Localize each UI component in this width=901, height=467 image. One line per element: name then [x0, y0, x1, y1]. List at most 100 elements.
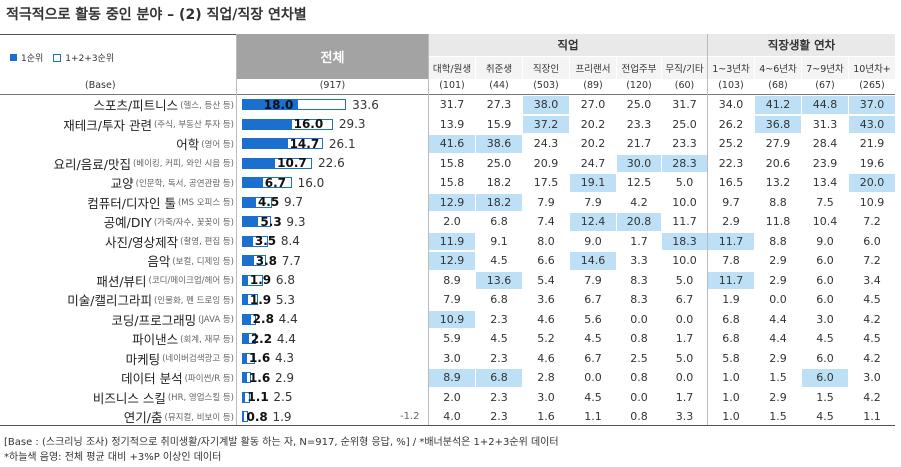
value-first: 1.1 — [247, 390, 269, 405]
table-cell: 8.8 — [769, 234, 787, 248]
table-cell: 30.0 — [617, 154, 661, 172]
bar-first — [242, 294, 248, 305]
table-cell: 4.2 — [863, 312, 881, 326]
base-count-2: (503) — [533, 80, 559, 91]
column-header-2: 직장인 — [523, 57, 569, 79]
table-cell: 6.0 — [816, 293, 834, 307]
row-label-main: 데이터 분석 — [121, 371, 183, 387]
base-count-8: (67) — [815, 80, 835, 91]
table-cell: 13.9 — [439, 117, 465, 131]
table-cell: 5.8 — [722, 351, 740, 365]
table-row: 연기/춤 (뮤지컬, 비보이 등) 0.8 1.9 4.0 2.3 1.6 1.1 0.8 3.3… — [0, 407, 895, 427]
base-rule — [0, 94, 895, 95]
table-cell: 28.3 — [662, 154, 707, 172]
row-label-main: 요리/음료/맛집 — [53, 156, 131, 172]
value-top3: 2.9 — [274, 370, 295, 385]
base-count-3: (89) — [583, 80, 603, 91]
table-cell: 20.6 — [765, 156, 791, 170]
table-cell: 34.0 — [718, 98, 744, 112]
table-cell: 14.6 — [570, 252, 616, 270]
value-top3: 16.0 — [297, 175, 325, 190]
table-row: 미술/캘리그라피 (인물화, 펜 드로잉 등) 1.9 5.3 7.9 6.8 3.6 6.7… — [0, 290, 895, 310]
value-first: 14.7 — [289, 136, 320, 151]
table-cell: 24.3 — [533, 137, 559, 151]
value-top3: 6.8 — [275, 273, 295, 288]
table-cell: 1.5 — [816, 390, 834, 404]
table-cell: 3.0 — [537, 390, 555, 404]
table-cell: 2.3 — [490, 390, 508, 404]
divider-total — [236, 34, 237, 425]
value-first: 1.6 — [248, 370, 271, 385]
table-cell: 2.0 — [443, 215, 461, 229]
column-header-8: 7~9년차 — [802, 57, 848, 79]
row-label-sub: (회계, 재무 등) — [180, 334, 234, 345]
base-count-9: (265) — [859, 80, 885, 91]
table-cell: 24.7 — [580, 156, 606, 170]
table-cell: 18.2 — [476, 193, 522, 211]
table-cell: 0.0 — [675, 312, 694, 326]
value-top3: 29.3 — [338, 117, 366, 132]
table-cell: 3.4 — [863, 273, 881, 287]
footnote-highlight: *하늘색 음영: 전체 평균 대비 +3%P 이상인 데이터 — [4, 452, 222, 463]
table-cell: 0.0 — [769, 293, 787, 307]
table-cell: 4.5 — [863, 332, 881, 346]
bar-first — [242, 372, 247, 383]
table-cell: 11.7 — [672, 215, 697, 229]
table-cell: 1.1 — [584, 410, 602, 424]
table-cell: 4.0 — [443, 410, 461, 424]
table-cell: 6.8 — [476, 369, 522, 387]
base-count-5: (60) — [674, 80, 695, 91]
row-label: 재테크/투자 관련 (주식, 부동산 투자 등) — [63, 115, 234, 135]
table-cell: 15.8 — [439, 156, 465, 170]
footnote-base: [Base : (스크리닝 조사) 정기적으로 취미생활/자기계발 활동 하는 … — [4, 437, 559, 448]
table-cell: 2.3 — [490, 312, 508, 326]
value-first: 0.8 — [246, 409, 268, 424]
table-cell: 3.3 — [630, 254, 648, 268]
table-cell: 7.4 — [537, 215, 555, 229]
table-bottom-rule — [0, 425, 895, 426]
row-label-main: 미술/캘리그라피 — [67, 293, 152, 309]
table-cell: 2.3 — [490, 410, 508, 424]
table-cell: 10.9 — [859, 195, 885, 209]
row-label-main: 스포츠/피트니스 — [93, 98, 179, 114]
table-cell: 11.7 — [708, 232, 754, 250]
table-cell: 41.6 — [429, 135, 475, 153]
row-label-main: 연기/춤 — [123, 410, 163, 426]
row-label-sub: (가죽/자수, 꽃꽂이 등) — [153, 217, 234, 228]
table-cell: 13.6 — [476, 271, 522, 289]
base-count-4: (120) — [626, 80, 652, 91]
value-first: 16.0 — [293, 117, 324, 132]
table-cell: 1.7 — [675, 332, 694, 346]
annotation-note: -1.2 — [400, 411, 420, 423]
table-cell: 38.0 — [523, 96, 569, 114]
table-cell: 7.9 — [584, 273, 602, 287]
table-cell: 9.1 — [490, 234, 508, 248]
table-cell: 6.0 — [816, 351, 834, 365]
table-cell: 16.5 — [718, 176, 744, 190]
table-cell: 4.4 — [769, 312, 787, 326]
base-label: (Base) — [85, 80, 116, 91]
table-cell: 23.3 — [626, 117, 652, 131]
column-header-1: 취준생 — [476, 57, 522, 79]
table-cell: 1.0 — [722, 390, 740, 404]
table-row: 요리/음료/맛집 (베이킹, 커피, 와인 시음 등) 10.7 22.6 15.8 25… — [0, 154, 895, 174]
column-header-5: 무직/기타 — [662, 57, 707, 79]
table-row: 스포츠/피트니스 (헬스, 등산 등) 18.0 33.6 31.7 27.3 38.0 27… — [0, 95, 895, 115]
row-label: 교양 (인문학, 독서, 공연관람 등) — [111, 173, 234, 193]
table-cell: 11.7 — [708, 271, 754, 289]
column-header-9: 10년차+ — [849, 57, 895, 79]
table-cell: 3.3 — [675, 410, 694, 424]
row-label-main: 마케팅 — [125, 351, 161, 367]
table-cell: 8.8 — [769, 195, 787, 209]
row-label-main: 비즈니스 스킬 — [92, 390, 166, 406]
row-label-sub: (헬스, 등산 등) — [180, 100, 234, 111]
page-title: 적극적으로 활동 중인 분야 – (2) 직업/직장 연차별 — [6, 7, 307, 23]
table-cell: 7.9 — [584, 195, 602, 209]
table-cell: 28.4 — [812, 137, 838, 151]
row-label-main: 어학 — [176, 137, 200, 153]
row-label-sub: (영어 등) — [201, 139, 234, 150]
table-row: 비즈니스 스킬 (HR, 영업스킬 등) 1.1 2.5 2.0 2.3 3.0 4.5 0.0… — [0, 388, 895, 408]
row-label-main: 음악 — [147, 254, 171, 270]
table-cell: 10.0 — [672, 254, 697, 268]
row-label-main: 재테크/투자 관련 — [63, 117, 152, 133]
